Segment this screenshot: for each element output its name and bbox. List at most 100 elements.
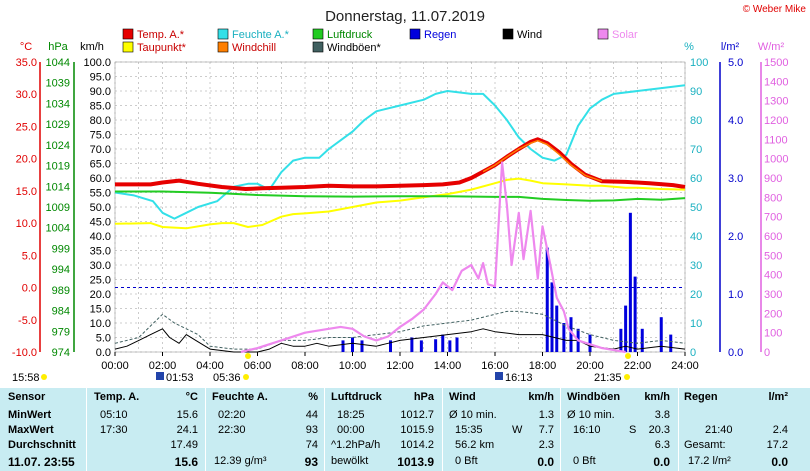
series-line-taupunkt (114, 177, 686, 230)
stats-max-row: MaxWert 17:30 24.1 22:30 93 00:00 1015.9… (0, 423, 810, 438)
stats-header-row: Sensor Temp. A. °C Feuchte A. % Luftdruc… (0, 390, 810, 405)
y-tick-label-humidity: 40 (690, 231, 702, 243)
x-tick-label: 10:00 (339, 360, 367, 372)
max-wind-time: 15:35 (455, 424, 483, 436)
y-tick-label-rain: 4.0 (728, 115, 743, 127)
hdr-sensor: Sensor (8, 391, 46, 403)
rain-bar (555, 305, 559, 352)
rain-bar (434, 339, 438, 352)
y-tick-label-pressure: 974 (52, 347, 70, 359)
weather-chart: Donnerstag, 11.07.2019 © Weber Mike Temp… (11, 4, 807, 384)
x-tick-label: 02:00 (149, 360, 177, 372)
y-tick-label-solar: 1200 (764, 115, 788, 127)
series-lines (114, 84, 686, 354)
avg-wind: 2.3 (538, 439, 554, 451)
rain-bar (659, 317, 663, 352)
max-hum: 93 (305, 424, 318, 436)
y-tick-label-temp: 35.0 (16, 57, 37, 69)
series-line-feuchtea (114, 84, 686, 220)
hdr-hum-unit: % (308, 391, 318, 403)
y-tick-label-pressure: 1029 (46, 119, 70, 131)
max-hum-time: 22:30 (218, 424, 246, 436)
axis-unit-label: km/h (80, 41, 104, 53)
credit-text: © Weber Mike (743, 4, 807, 15)
rain-bar (419, 340, 423, 352)
rain-bar (455, 337, 459, 352)
y-tick-label-wind: 45.0 (90, 217, 111, 229)
y-tick-label-rain: 2.0 (728, 231, 743, 243)
sunrise-icon (243, 374, 249, 380)
max-rain-time: 21:40 (705, 424, 733, 436)
min-press-time: 18:25 (337, 409, 365, 421)
y-tick-label-wind: 40.0 (90, 231, 111, 243)
rain-bar (628, 212, 632, 352)
rain-bar (550, 282, 554, 352)
rain-bar (619, 328, 623, 352)
x-tick-label: 16:00 (481, 360, 509, 372)
max-wind: 7.7 (538, 424, 554, 436)
y-tick-label-solar: 1500 (764, 57, 788, 69)
y-tick-label-pressure: 1024 (46, 140, 70, 152)
legend-label: Windchill (232, 42, 276, 54)
legend-label: Wind (517, 29, 542, 41)
y-tick-label-rain: 0.0 (728, 347, 743, 359)
legend-swatch (122, 41, 134, 53)
avg-gust: 6.3 (654, 439, 670, 451)
avg-label: Durchschnitt (8, 439, 76, 451)
sunrise-marker (245, 353, 251, 359)
y-tick-label-solar: 700 (764, 212, 782, 224)
rain-bar (410, 337, 414, 352)
y-tick-label-wind: 10.0 (90, 318, 111, 330)
y-tick-label-wind: 35.0 (90, 246, 111, 258)
y-tick-label-pressure: 984 (52, 306, 70, 318)
y-tick-label-wind: 95.0 (90, 72, 111, 84)
y-tick-label-humidity: 10 (690, 318, 702, 330)
y-tick-label-pressure: 979 (52, 326, 70, 338)
hdr-wind-unit: km/h (528, 391, 554, 403)
hdr-gust: Windböen (567, 391, 621, 403)
y-tick-label-solar: 300 (764, 289, 782, 301)
sunset-marker (625, 353, 631, 359)
rain-bar (669, 334, 673, 352)
y-tick-label-pressure: 1014 (46, 181, 70, 193)
legend-label: Solar (612, 29, 638, 41)
max-gust-time: 16:10 (573, 424, 601, 436)
series-line-windben (114, 310, 686, 350)
legend-swatch (597, 28, 609, 40)
y-tick-label-wind: 60.0 (90, 173, 111, 185)
y-tick-label-solar: 100 (764, 328, 782, 340)
max-press: 1015.9 (400, 424, 434, 436)
y-tick-label-pressure: 1009 (46, 202, 70, 214)
y-tick-label-rain: 3.0 (728, 173, 743, 185)
series-line-windchill (482, 139, 603, 182)
min-temp: 15.6 (176, 409, 198, 421)
x-tick-label: 22:00 (624, 360, 652, 372)
y-tick-label-solar: 500 (764, 250, 782, 262)
y-tick-label-temp: 5.0 (22, 250, 37, 262)
y-tick-label-wind: 55.0 (90, 188, 111, 200)
cur-gust: 0.0 (653, 455, 670, 469)
y-tick-label-temp: 25.0 (16, 121, 37, 133)
x-tick-label: 24:00 (671, 360, 699, 372)
cur-wind: 0.0 (537, 455, 554, 469)
legend-label: Luftdruck (327, 29, 373, 41)
y-tick-label-wind: 90.0 (90, 86, 111, 98)
stats-avg-row: Durchschnitt 17.49 74 ^1.2hPa/h 1014.2 5… (0, 438, 810, 453)
min-hum: 44 (305, 409, 318, 421)
y-tick-label-pressure: 994 (52, 264, 70, 276)
chart-legend: Temp. A.* Feuchte A.* Luftdruck Regen Wind So… (122, 28, 638, 54)
y-tick-label-solar: 1000 (764, 154, 788, 166)
sunset-icon (624, 374, 630, 380)
y-tick-label-wind: 70.0 (90, 144, 111, 156)
legend-swatch (312, 28, 324, 40)
y-tick-label-wind: 75.0 (90, 130, 111, 142)
y-tick-label-humidity: 20 (690, 289, 702, 301)
sun-icon (41, 374, 47, 380)
cur-wind-label: 0 Bft (455, 455, 478, 467)
axis-unit-label: W/m² (758, 41, 785, 53)
axis-unit-label: l/m² (721, 41, 740, 53)
y-tick-label-wind: 15.0 (90, 304, 111, 316)
axis-unit-label: °C (20, 41, 32, 53)
y-tick-label-pressure: 999 (52, 243, 70, 255)
x-tick-label: 06:00 (244, 360, 272, 372)
